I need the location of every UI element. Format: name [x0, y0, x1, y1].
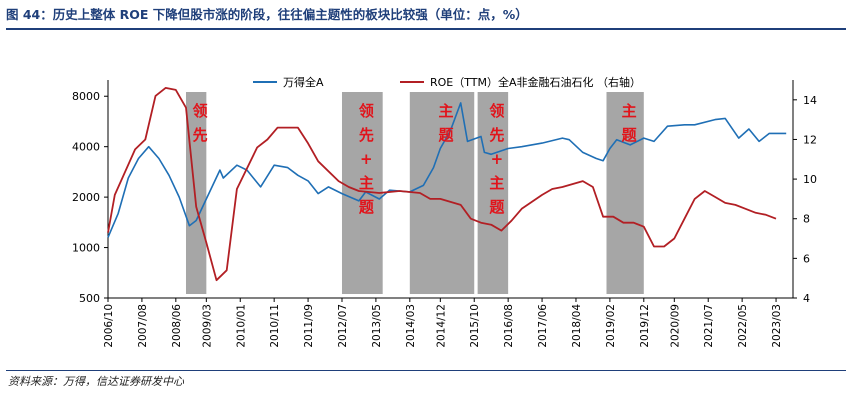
axes: 500 1000 2000 4000 8000 4 6 8 10 12 14 2006/10 2007/… — [72, 80, 817, 348]
series — [107, 87, 787, 282]
left-tick-label: 2000 — [72, 191, 100, 204]
right-tick-label: 4 — [803, 292, 810, 305]
x-tick-label: 2015/10 — [469, 304, 481, 348]
x-tick-label: 2017/06 — [537, 304, 549, 348]
source-rule — [6, 370, 846, 371]
shade-label-char: 领 — [192, 102, 208, 120]
shade-label-char: 题 — [489, 198, 505, 216]
chart: 500 1000 2000 4000 8000 4 6 8 10 12 14 2006/10 2007/… — [72, 75, 817, 348]
left-tick-label: 4000 — [72, 141, 100, 154]
shade-label-char: + — [491, 150, 504, 168]
x-tick-label: 2022/05 — [737, 304, 749, 348]
right-tick-label: 10 — [803, 173, 817, 186]
x-tick-label: 2021/07 — [703, 304, 715, 348]
shade-label-char: 题 — [622, 126, 638, 144]
legend-label-2: ROE（TTM）全A非金融石油石化 （右轴） — [430, 75, 641, 89]
shade-label-char: 主 — [489, 174, 504, 192]
x-tick-label: 2010/11 — [269, 304, 281, 348]
shade-label-char: 先 — [489, 126, 504, 144]
shade-label-char: 题 — [359, 198, 375, 216]
title-rule — [6, 28, 846, 30]
shade-label-char: 领 — [358, 102, 374, 120]
x-tick-label: 2014/12 — [435, 304, 447, 348]
shade-label-char: 题 — [439, 126, 455, 144]
shade-label-char: 先 — [193, 126, 208, 144]
x-tick-label: 2023/03 — [771, 304, 783, 348]
legend: 万得全A ROE（TTM）全A非金融石油石化 （右轴） — [253, 75, 641, 89]
shade-label-char: 先 — [359, 126, 374, 144]
left-tick-label: 8000 — [72, 90, 100, 103]
right-tick-label: 8 — [803, 213, 810, 226]
x-tick-label: 2009/03 — [201, 304, 213, 348]
shade-label-char: 主 — [622, 102, 637, 120]
x-tick-label: 2013/05 — [371, 304, 383, 348]
x-tick-label: 2008/06 — [171, 304, 183, 348]
shaded-period-5 — [606, 92, 644, 294]
x-tick-label: 2011/09 — [303, 304, 315, 348]
right-tick-label: 14 — [803, 94, 817, 107]
series-line-2 — [107, 87, 777, 282]
x-tick-label: 2014/03 — [405, 304, 417, 348]
x-tick-label: 2016/08 — [503, 304, 515, 348]
x-tick-label: 2006/10 — [103, 304, 115, 348]
left-tick-label: 500 — [79, 292, 100, 305]
left-tick-label: 1000 — [72, 242, 100, 255]
x-tick-label: 2012/07 — [337, 304, 349, 348]
x-tick-label: 2020/09 — [669, 304, 681, 348]
x-tick-label: 2007/08 — [137, 304, 149, 348]
x-tick-label: 2010/01 — [235, 304, 247, 348]
shaded-period-1 — [185, 92, 207, 294]
shade-label-char: 主 — [439, 102, 454, 120]
x-tick-label: 2019/12 — [639, 304, 651, 348]
x-tick-label: 2018/04 — [571, 304, 583, 348]
figure-title: 图 44：历史上整体 ROE 下降但股市涨的阶段，往往偏主题性的板块比较强（单位… — [6, 7, 528, 22]
series-line-1 — [107, 102, 787, 238]
shaded-period-4 — [477, 92, 509, 294]
legend-label-1: 万得全A — [283, 75, 324, 89]
shade-label-char: 主 — [359, 174, 374, 192]
right-tick-label: 12 — [803, 133, 817, 146]
shade-label-char: + — [360, 150, 373, 168]
source-note: 资料来源：万得，信达证券研发中心 — [8, 375, 184, 388]
shade-label-char: 领 — [488, 102, 504, 120]
x-tick-label: 2019/02 — [605, 304, 617, 348]
right-tick-label: 6 — [803, 252, 810, 265]
